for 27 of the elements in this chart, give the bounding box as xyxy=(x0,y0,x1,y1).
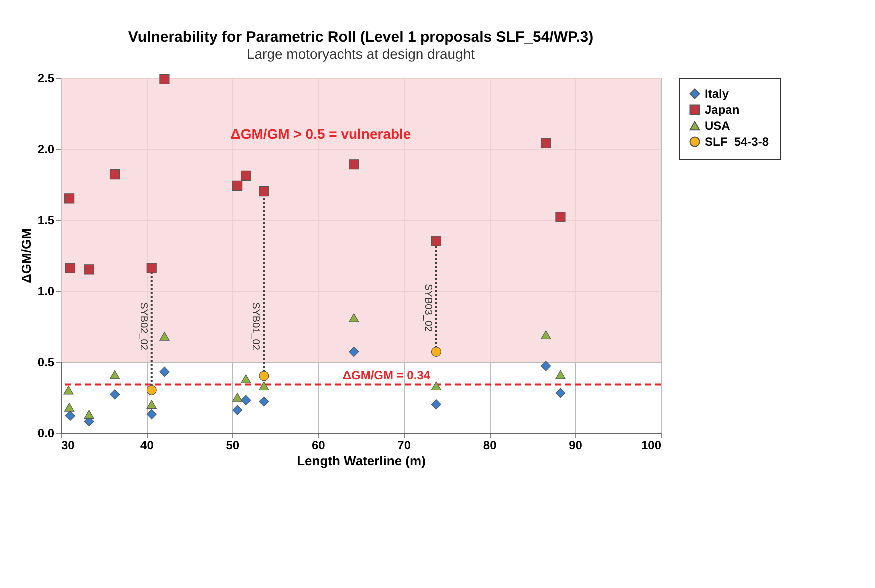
legend-label: SLF_54-3-8 xyxy=(705,135,770,149)
x-tick-label: 90 xyxy=(569,438,583,452)
chart-title: Vulnerability for Parametric Roll (Level 1 proposals SLF_54/WP.3) xyxy=(128,29,594,46)
annotation: SYB03_02 xyxy=(422,284,434,332)
legend-label: Japan xyxy=(705,103,740,117)
legend-label: Italy xyxy=(705,87,730,101)
y-tick-label: 2.0 xyxy=(38,142,55,156)
annotation: SYB02_02 xyxy=(138,302,149,351)
annotation: SYB01_02 xyxy=(250,302,262,351)
y-tick-label: 1.5 xyxy=(38,214,55,228)
y-tick-label: 0.0 xyxy=(38,426,55,440)
x-axis-title: Length Waterline (m) xyxy=(297,454,426,468)
legend-label: USA xyxy=(705,119,731,133)
ref-line-label: ΔGM/GM = 0.34 xyxy=(342,368,431,383)
x-tick-label: 60 xyxy=(312,438,326,452)
y-tick-label: 2.5 xyxy=(38,72,55,86)
x-tick-label: 100 xyxy=(641,438,662,452)
y-tick-label: 1.0 xyxy=(38,284,55,298)
x-tick-label: 70 xyxy=(398,438,412,452)
chart-subtitle: Large motoryachts at design draught xyxy=(246,46,476,62)
y-tick-label: 0.5 xyxy=(38,356,55,370)
y-axis-title: ΔGM/GM xyxy=(18,228,34,284)
band-label: ΔGM/GM > 0.5 = vulnerable xyxy=(230,126,412,142)
x-tick-label: 50 xyxy=(226,438,240,452)
x-tick-label: 80 xyxy=(483,438,498,452)
x-tick-label: 30 xyxy=(62,438,76,452)
x-tick-label: 40 xyxy=(140,438,154,452)
